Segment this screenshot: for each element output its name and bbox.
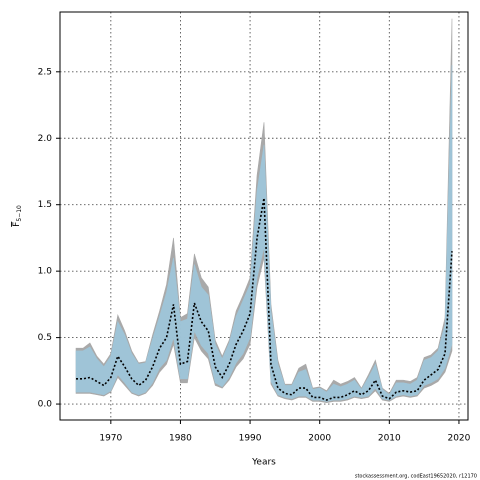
y-tick-label: 2.0: [38, 134, 53, 144]
y-tick-label: 0.5: [38, 333, 52, 343]
x-tick-label: 2010: [378, 434, 401, 444]
x-tick-label: 2000: [308, 434, 331, 444]
confidence-band: [75, 65, 453, 402]
x-tick-label: 1970: [99, 434, 122, 444]
x-tick-label: 2020: [447, 434, 470, 444]
plot-frame: [59, 11, 469, 421]
y-axis-label-main: F: [12, 222, 22, 227]
y-tick-label: 1.0: [38, 267, 53, 277]
x-tick-label: 1980: [169, 434, 192, 444]
x-axis-label: Years: [251, 458, 276, 468]
y-axis-label: F5−10: [12, 205, 23, 227]
x-tick-label: 1990: [239, 434, 262, 444]
y-tick-label: 2.5: [38, 67, 52, 77]
footer: stockassessment.org, codEast19652020, r1…: [355, 474, 477, 480]
y-tick-label: 1.5: [38, 200, 52, 210]
series-line: [76, 197, 453, 401]
y-axis-label-sub: 5−10: [16, 205, 23, 222]
y-tick-label: 0.0: [38, 400, 53, 410]
